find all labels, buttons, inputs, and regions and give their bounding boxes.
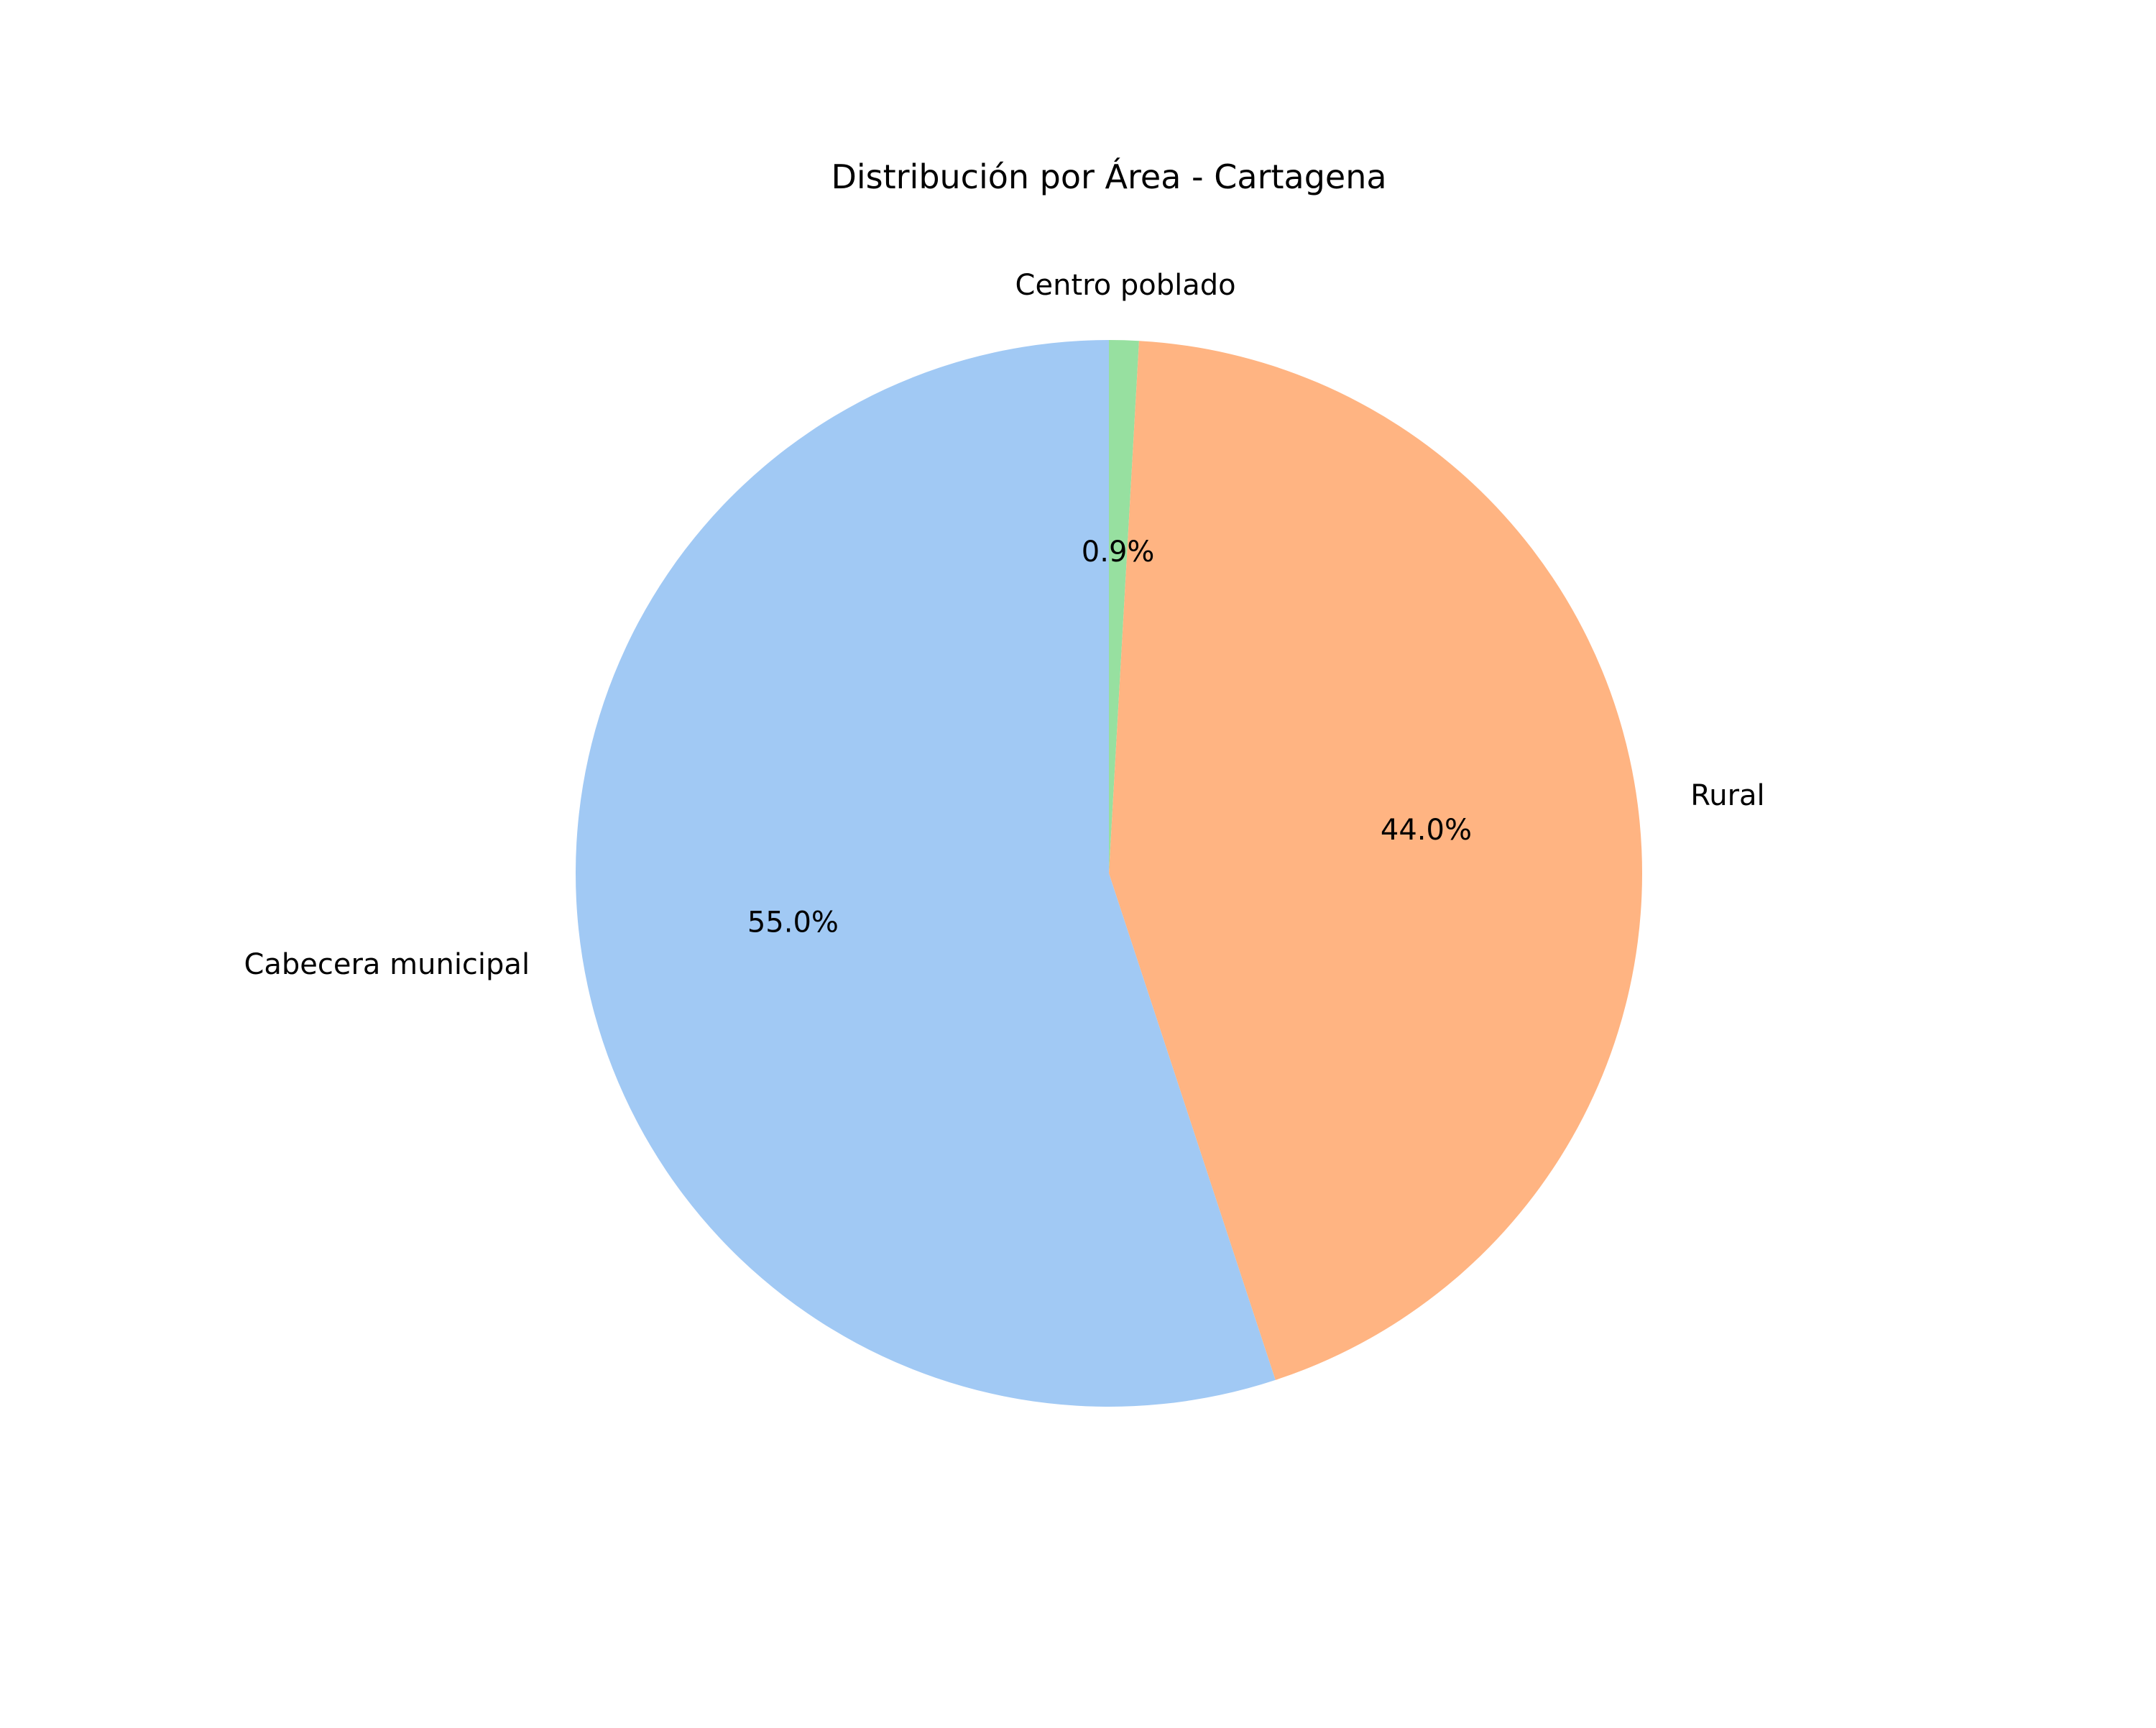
chart-title: Distribución por Área - Cartagena <box>831 157 1386 196</box>
slice-label: Centro poblado <box>1015 269 1236 302</box>
pie-slices <box>575 340 1642 1407</box>
slice-percent-label: 55.0% <box>747 906 839 939</box>
pie-labels: Centro poblado 0.9% Rural 44.0% Cabecera mun… <box>244 269 1764 981</box>
slice-percent-label: 0.9% <box>1082 536 1155 569</box>
pie-slice-centro-poblado <box>1109 340 1139 873</box>
pie-slice-rural <box>1109 341 1642 1380</box>
slice-percent-label: 44.0% <box>1381 814 1472 847</box>
pie-slice-cabecera-municipal <box>575 340 1276 1407</box>
slice-label: Cabecera municipal <box>244 948 530 981</box>
slice-label: Rural <box>1690 779 1764 812</box>
